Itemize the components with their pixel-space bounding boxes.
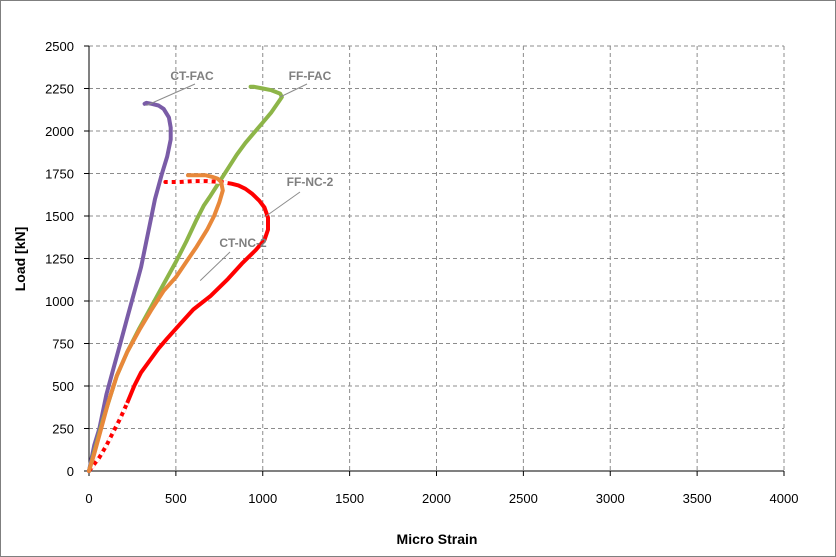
annotation-leader-ff-nc-2 [265, 191, 301, 217]
annotation-ff-fac: FF-FAC [289, 69, 332, 83]
y-tick-label: 1000 [45, 294, 74, 309]
series-line-ff-fac [87, 84, 284, 473]
series-line-ff-nc-2 [87, 179, 270, 473]
annotations: CT-FAC FF-FAC FF-NC-2 CT-NC-2 [146, 69, 334, 281]
annotation-leader-ff-fac [279, 83, 308, 98]
y-tick-label: 2250 [45, 82, 74, 97]
y-axis-title: Load [kN] [12, 227, 28, 292]
x-tick-label: 500 [165, 491, 187, 506]
x-tick-label: 4000 [770, 491, 799, 506]
annotation-ct-fac: CT-FAC [170, 69, 214, 83]
annotation-leader-ct-fac [146, 83, 196, 106]
x-tick-label: 1000 [248, 491, 277, 506]
annotation-leader-ct-nc-2 [199, 251, 231, 281]
series-dash-gap [165, 179, 232, 186]
x-tick-label: 3500 [683, 491, 712, 506]
annotation-ff-nc-2: FF-NC-2 [287, 175, 334, 189]
series-line-ct-nc-2 [87, 173, 225, 473]
x-tick-label: 0 [85, 491, 92, 506]
y-tick-label: 1250 [45, 252, 74, 267]
y-tick-label: 750 [52, 337, 74, 352]
y-tick-label: 1500 [45, 209, 74, 224]
annotation-ct-nc-2: CT-NC-2 [219, 236, 267, 250]
x-tick-label: 1500 [335, 491, 364, 506]
x-axis-title: Micro Strain [397, 531, 478, 547]
y-tick-label: 0 [67, 464, 74, 479]
axes: 0 250 500 750 1000 1250 1500 1750 2000 2250 2500 0 5… [45, 39, 798, 506]
y-tick-label: 500 [52, 379, 74, 394]
x-tick-label: 3000 [596, 491, 625, 506]
gridlines [89, 45, 785, 471]
series-line-ct-fac [87, 100, 173, 473]
y-tick-label: 2500 [45, 39, 74, 54]
y-tick-label: 1750 [45, 167, 74, 182]
x-tick-label: 2000 [422, 491, 451, 506]
y-tick-label: 2000 [45, 124, 74, 139]
x-tick-label: 2500 [509, 491, 538, 506]
y-tick-label: 250 [52, 422, 74, 437]
series-lines [87, 84, 284, 473]
series-dash-gap [87, 402, 130, 473]
